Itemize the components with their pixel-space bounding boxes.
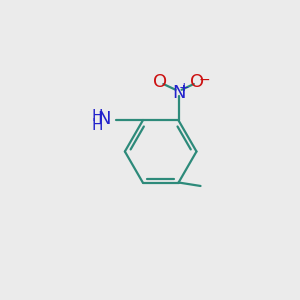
- Text: −: −: [199, 73, 210, 87]
- Text: +: +: [178, 81, 189, 94]
- Text: O: O: [190, 73, 205, 91]
- Text: O: O: [153, 73, 167, 91]
- Text: N: N: [98, 110, 111, 128]
- Text: H: H: [92, 109, 103, 124]
- Text: N: N: [172, 84, 185, 102]
- Text: H: H: [92, 118, 103, 133]
